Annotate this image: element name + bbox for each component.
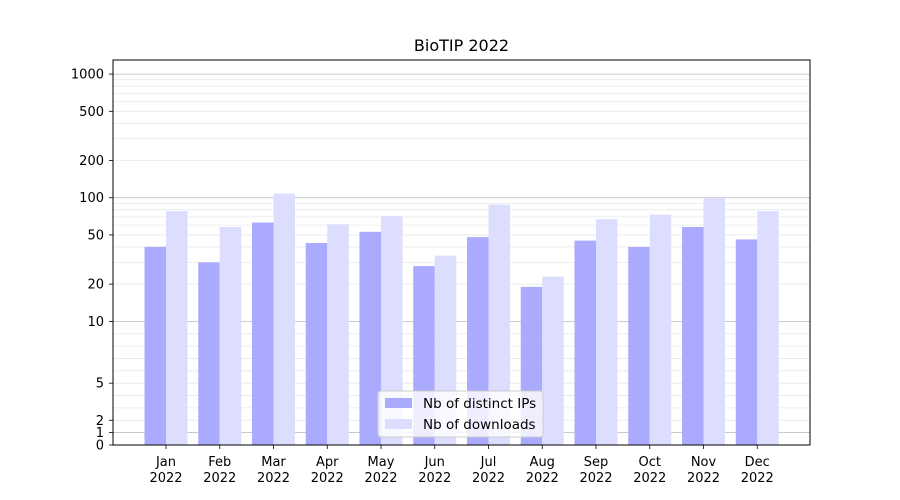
x-tick-label: Feb 2022	[203, 455, 236, 486]
bar-downloads	[542, 276, 564, 445]
bar-distinct-ips	[574, 240, 596, 445]
axes: 012 5 10 20 50 100 200 500 1000 Jan 2022 Feb 2022 Mar…	[71, 59, 811, 486]
y-tick-label: 100	[79, 191, 104, 206]
x-tick-label: Mar 2022	[257, 455, 290, 486]
y-tick-label: 1	[96, 426, 104, 441]
bar-downloads	[166, 211, 188, 445]
x-tick-label: Sep 2022	[579, 455, 612, 486]
x-tick-label: Dec 2022	[741, 455, 774, 486]
y-tick-label: 1000	[71, 68, 104, 83]
y-tick-label: 50	[87, 228, 104, 243]
bar-distinct-ips	[359, 231, 381, 445]
legend-box	[377, 390, 544, 438]
x-tick-label: Nov 2022	[687, 455, 720, 486]
bar-distinct-ips	[628, 246, 650, 445]
x-tick-label: Oct 2022	[633, 455, 666, 486]
legend-swatch	[385, 419, 412, 429]
bar-distinct-ips	[198, 262, 220, 445]
x-tick-label: May 2022	[364, 455, 397, 486]
plot-frame	[112, 59, 811, 446]
legend-swatch	[385, 398, 412, 408]
bar-distinct-ips	[144, 246, 166, 445]
bar-distinct-ips	[735, 239, 758, 445]
bar-downloads	[649, 214, 672, 445]
y-tick-label: 200	[79, 154, 104, 169]
y-tick-label: 0	[96, 439, 104, 454]
bar-distinct-ips	[252, 222, 274, 445]
bar-distinct-ips	[305, 243, 328, 445]
y-tick-label: 2	[96, 414, 104, 429]
y-tick-label: 500	[79, 105, 104, 120]
bar-downloads	[219, 226, 242, 445]
bar-downloads	[381, 216, 403, 445]
bar-downloads	[273, 193, 295, 445]
bar-downloads	[703, 198, 725, 445]
y-tick-label: 10	[87, 315, 104, 330]
y-tick-label: 20	[87, 278, 104, 293]
legend-label: Nb of distinct IPs	[423, 396, 536, 412]
y-tick-label: 5	[96, 377, 104, 392]
x-tick-label: Jun 2022	[418, 455, 451, 486]
legend-label: Nb of downloads	[423, 417, 536, 433]
bar-downloads	[596, 219, 618, 445]
bar-downloads	[757, 211, 779, 445]
x-tick-label: Jul 2022	[472, 455, 505, 486]
legend: Nb of distinct IPs Nb of downloads	[377, 390, 544, 438]
bar-downloads	[488, 204, 510, 445]
bar-downloads	[327, 224, 349, 445]
bar-distinct-ips	[682, 226, 704, 445]
chart-title: BioTIP 2022	[414, 36, 509, 55]
x-tick-label: Aug 2022	[526, 455, 559, 486]
x-tick-label: Apr 2022	[311, 455, 344, 486]
x-tick-label: Jan 2022	[149, 455, 182, 486]
